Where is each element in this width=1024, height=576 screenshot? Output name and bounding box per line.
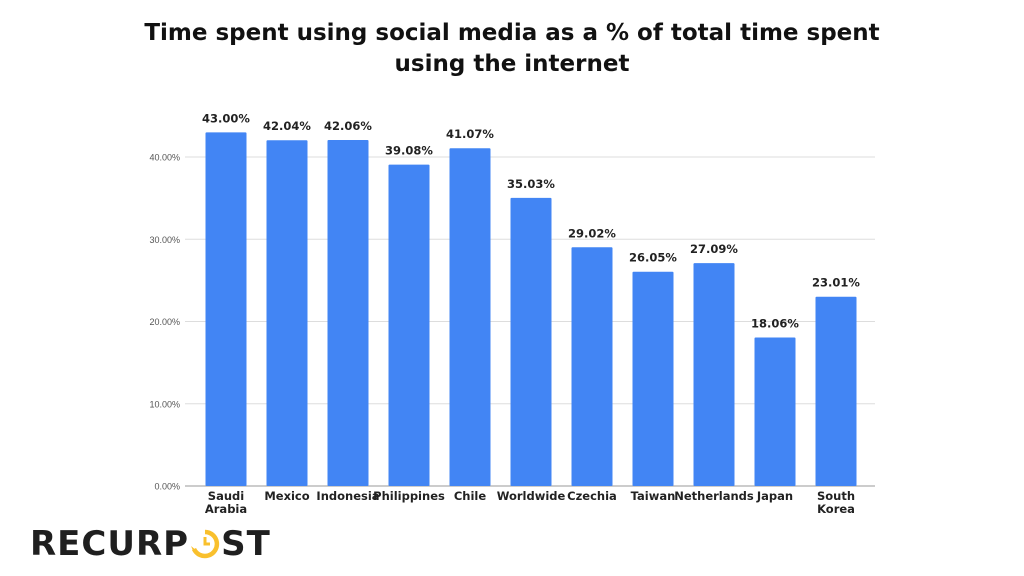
- x-tick-label: Mexico: [264, 489, 309, 503]
- x-tick-label: Korea: [817, 502, 855, 516]
- x-tick-label: Worldwide: [497, 489, 566, 503]
- logo-text-right: ST: [221, 524, 271, 564]
- bar: [510, 197, 552, 487]
- clock-icon: [191, 529, 220, 559]
- x-tick-label: Arabia: [205, 502, 247, 516]
- bar: [693, 263, 735, 486]
- data-label: 18.06%: [751, 316, 799, 330]
- x-tick-label: Philippines: [373, 489, 445, 503]
- bar: [388, 164, 430, 486]
- x-tick-label: South: [817, 489, 855, 503]
- data-label: 41.07%: [446, 127, 494, 141]
- y-tick-label: 20.00%: [149, 317, 180, 327]
- data-label: 43.00%: [202, 111, 250, 125]
- y-tick-label: 10.00%: [149, 399, 180, 409]
- data-label: 26.05%: [629, 251, 677, 265]
- data-label: 42.04%: [263, 119, 311, 133]
- x-tick-label: Czechia: [567, 489, 617, 503]
- data-label: 35.03%: [507, 177, 555, 191]
- x-tick-label: Indonesia: [316, 489, 379, 503]
- x-tick-label: Netherlands: [674, 489, 754, 503]
- bar: [327, 140, 369, 486]
- bar: [266, 140, 308, 486]
- data-label: 29.02%: [568, 226, 616, 240]
- bar: [205, 132, 247, 486]
- bar: [449, 148, 491, 486]
- chart-title-line-1: Time spent using social media as a % of …: [144, 20, 880, 46]
- bar: [632, 271, 674, 486]
- chart-title: Time spent using social media as a % of …: [0, 18, 1024, 80]
- x-tick-label: Chile: [454, 489, 487, 503]
- data-label: 23.01%: [812, 276, 860, 290]
- data-label: 39.08%: [385, 144, 433, 158]
- bar: [754, 337, 796, 486]
- y-tick-label: 40.00%: [149, 153, 180, 163]
- data-label: 27.09%: [690, 242, 738, 256]
- x-tick-label: Taiwan: [631, 489, 676, 503]
- recurpost-logo: RECURP ST: [30, 524, 271, 564]
- x-tick-label: Japan: [756, 489, 793, 503]
- y-tick-label: 0.00%: [154, 482, 180, 492]
- y-tick-label: 30.00%: [149, 235, 180, 245]
- x-tick-label: Saudi: [208, 489, 244, 503]
- bar: [815, 296, 857, 486]
- bar: [571, 247, 613, 486]
- data-label: 42.06%: [324, 119, 372, 133]
- chart-title-line-2: using the internet: [394, 51, 630, 77]
- logo-text-left: RECURP: [30, 524, 190, 564]
